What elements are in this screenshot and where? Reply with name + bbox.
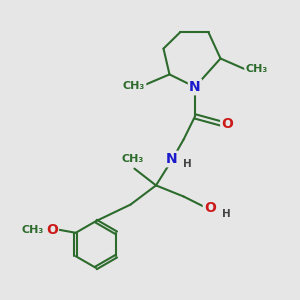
Text: N: N bbox=[189, 80, 201, 94]
Text: O: O bbox=[46, 223, 58, 237]
Text: H: H bbox=[183, 159, 192, 169]
Text: CH₃: CH₃ bbox=[245, 64, 268, 74]
Text: O: O bbox=[221, 117, 233, 130]
Text: N: N bbox=[166, 152, 177, 166]
Text: CH₃: CH₃ bbox=[122, 154, 144, 164]
Text: H: H bbox=[222, 208, 231, 219]
Text: O: O bbox=[204, 202, 216, 215]
Text: CH₃: CH₃ bbox=[21, 225, 44, 235]
Text: CH₃: CH₃ bbox=[123, 81, 145, 91]
